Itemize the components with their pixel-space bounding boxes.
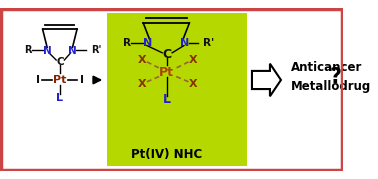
Bar <box>107 13 248 166</box>
Text: R': R' <box>91 45 101 55</box>
Text: Pt(IV) NHC: Pt(IV) NHC <box>131 148 202 161</box>
Text: X: X <box>138 79 147 89</box>
Text: Pt: Pt <box>53 75 67 85</box>
Text: X: X <box>189 79 197 89</box>
Text: ?: ? <box>329 67 341 87</box>
Text: N: N <box>143 38 152 48</box>
Text: C: C <box>162 48 171 61</box>
Text: X: X <box>138 55 147 65</box>
Text: Anticancer
Metallodrug: Anticancer Metallodrug <box>291 61 371 93</box>
Text: R': R' <box>203 38 214 48</box>
Text: L: L <box>56 93 64 103</box>
Text: N: N <box>68 46 77 56</box>
Text: C: C <box>56 57 64 67</box>
Text: Pt: Pt <box>159 66 174 79</box>
Text: N: N <box>43 46 51 56</box>
Text: L: L <box>163 93 171 107</box>
Text: I: I <box>79 75 84 85</box>
Text: R: R <box>123 38 131 48</box>
Polygon shape <box>252 64 281 96</box>
Text: R: R <box>24 45 32 55</box>
Text: N: N <box>180 38 189 48</box>
Text: I: I <box>36 75 40 85</box>
Text: X: X <box>189 55 197 65</box>
